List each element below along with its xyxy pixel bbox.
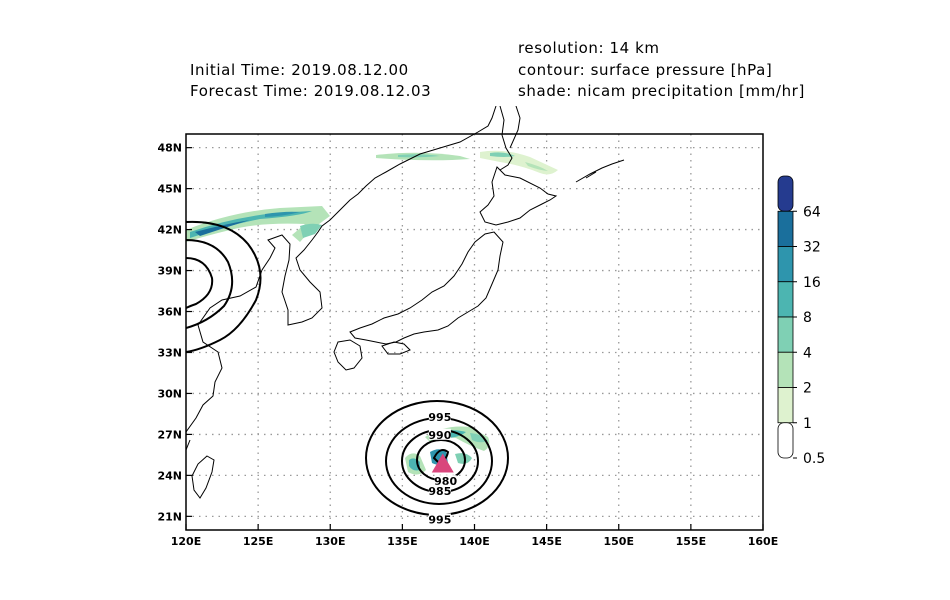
lat-tick-label: 33N bbox=[157, 346, 182, 359]
typhoon-triangle bbox=[431, 453, 454, 473]
shade-label: shade: nicam precipitation [mm/hr] bbox=[518, 82, 805, 100]
contour-label-bg bbox=[428, 428, 451, 440]
colorbar-label: 2 bbox=[803, 381, 812, 397]
colorbar-segment bbox=[777, 281, 794, 318]
resolution-label: resolution: 14 km bbox=[518, 39, 660, 57]
colorbar-segment bbox=[777, 246, 794, 283]
colorbar-segment bbox=[777, 316, 794, 353]
colorbar-segment bbox=[777, 387, 794, 424]
colorbar-label: 16 bbox=[803, 275, 821, 291]
colorbar-label: 1 bbox=[803, 416, 812, 432]
lon-tick-label: 130E bbox=[315, 535, 345, 548]
precip-colorbar: 64 32 16 8 4 2 1 0.5 bbox=[777, 175, 825, 467]
precipitation-shading bbox=[186, 150, 558, 475]
coastlines bbox=[186, 106, 625, 499]
pressure-contours bbox=[186, 220, 509, 516]
lat-tick-label: 21N bbox=[157, 510, 182, 523]
lat-tick-label: 27N bbox=[157, 428, 182, 441]
lon-tick-label: 125E bbox=[243, 535, 273, 548]
latitude-ticks: 21N 24N 27N 30N 33N 36N 39N 42N 45N 48N bbox=[157, 142, 192, 523]
typhoon-center-marker bbox=[431, 453, 454, 473]
initial-time: Initial Time: 2019.08.12.00 bbox=[190, 61, 409, 79]
grid-lines bbox=[186, 134, 763, 530]
contour-label-bg bbox=[428, 411, 451, 423]
lat-tick-label: 42N bbox=[157, 224, 182, 237]
lon-tick-label: 155E bbox=[676, 535, 706, 548]
forecast-time: Forecast Time: 2019.08.12.03 bbox=[190, 82, 432, 100]
lat-tick-label: 48N bbox=[157, 142, 182, 155]
contour-label: 995 bbox=[428, 411, 451, 424]
contour-label: 985 bbox=[428, 485, 451, 498]
lon-tick-label: 140E bbox=[459, 535, 489, 548]
lon-tick-label: 120E bbox=[171, 535, 201, 548]
contour-label: contour: surface pressure [hPa] bbox=[518, 61, 773, 79]
lat-tick-label: 30N bbox=[157, 387, 182, 400]
colorbar-segment bbox=[777, 422, 794, 459]
lat-tick-label: 45N bbox=[157, 183, 182, 196]
colorbar-segment bbox=[777, 175, 794, 212]
colorbar-label: 8 bbox=[803, 310, 812, 326]
lon-tick-label: 135E bbox=[387, 535, 417, 548]
colorbar-label: 0.5 bbox=[803, 451, 825, 467]
lat-tick-label: 36N bbox=[157, 306, 182, 319]
contour-label-bg bbox=[428, 513, 451, 525]
lon-tick-label: 160E bbox=[748, 535, 778, 548]
longitude-ticks: 120E 125E 130E 135E 140E 145E 150E 155E 160E bbox=[171, 524, 778, 548]
contour-label: 995 bbox=[428, 513, 451, 526]
lat-tick-label: 39N bbox=[157, 265, 182, 278]
lon-tick-label: 150E bbox=[604, 535, 634, 548]
contour-label-bg bbox=[434, 475, 457, 487]
lon-tick-label: 145E bbox=[531, 535, 561, 548]
colorbar-segment bbox=[777, 210, 794, 247]
colorbar-segment bbox=[777, 351, 794, 388]
colorbar-label: 32 bbox=[803, 240, 821, 256]
contour-label: 990 bbox=[428, 429, 451, 442]
colorbar-label: 4 bbox=[803, 345, 812, 361]
contour-label-bg bbox=[428, 484, 451, 496]
lat-tick-label: 24N bbox=[157, 469, 182, 482]
colorbar-label: 64 bbox=[803, 204, 821, 220]
